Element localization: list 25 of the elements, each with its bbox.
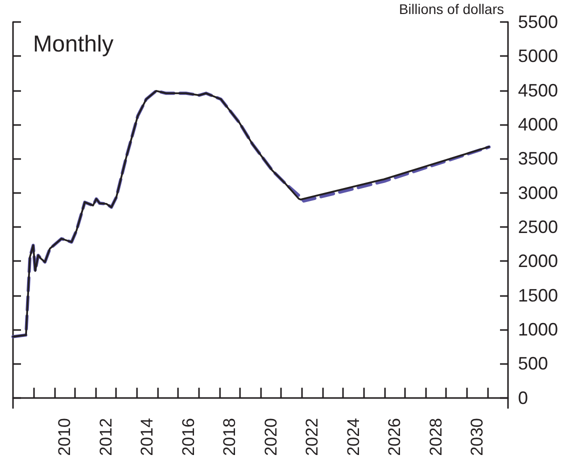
y-tick-label: 1000 <box>518 319 558 340</box>
y-tick-label: 4000 <box>518 114 558 134</box>
annotation: Monthly <box>33 30 114 56</box>
x-tick-label: 2012 <box>96 418 116 456</box>
x-tick-label: 2020 <box>261 418 280 456</box>
x-tick-label: 2016 <box>178 418 198 456</box>
y-tick-label: 2000 <box>518 251 558 272</box>
x-tick-label: 2030 <box>468 418 487 456</box>
y-tick-label: 3500 <box>518 148 558 169</box>
y-axis-title: Billions of dollars <box>398 1 504 17</box>
y-tick-label: 500 <box>518 354 548 374</box>
y-tick-label: 3000 <box>518 182 558 203</box>
x-tick-label: 2018 <box>220 418 240 456</box>
y-tick-label: 5500 <box>518 12 558 32</box>
x-tick-label: 2022 <box>302 418 322 456</box>
y-tick-label: 2500 <box>518 216 558 237</box>
y-tick-label: 1500 <box>518 285 558 306</box>
x-tick-label: 2026 <box>385 418 404 456</box>
x-tick-label: 2010 <box>55 418 74 456</box>
y-tick-label: 0 <box>518 388 528 408</box>
y-tick-label: 5000 <box>518 46 558 66</box>
x-tick-label: 2024 <box>344 418 363 456</box>
x-tick-label: 2014 <box>138 418 157 456</box>
x-tick-label: 2028 <box>426 418 446 456</box>
y-tick-label: 4500 <box>518 80 558 100</box>
